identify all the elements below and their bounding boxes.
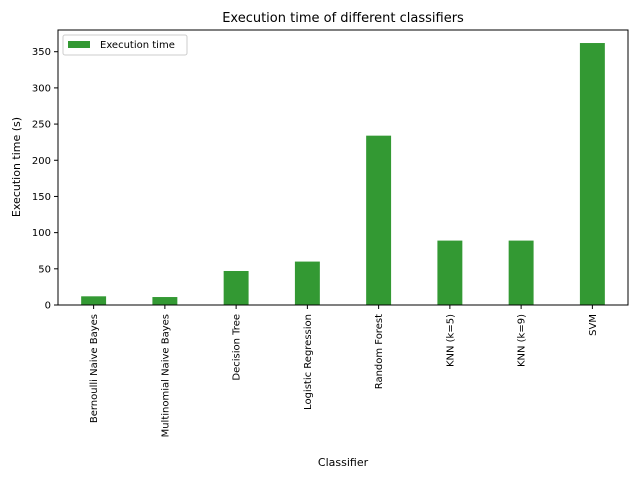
y-tick-label-0: 0	[45, 301, 51, 312]
legend-box	[62, 34, 188, 56]
x-tick-label-7: SVM	[588, 314, 599, 336]
plot-frame	[57, 29, 629, 306]
bar-0	[81, 296, 107, 305]
x-ticks: Bernoulli Naive Bayes Multinomial Naive B…	[89, 305, 599, 437]
x-tick-label-6: KNN (k=9)	[517, 314, 528, 367]
y-tick-label-2: 100	[32, 228, 51, 239]
bars-group	[81, 43, 605, 306]
bar-5	[437, 240, 463, 305]
bar-1	[152, 297, 178, 305]
x-tick-label-3: Logistic Regression	[303, 314, 314, 410]
chart-title: Execution time of different classifiers	[222, 11, 464, 26]
y-axis-label: Execution time (s)	[10, 117, 23, 217]
x-tick-label-5: KNN (k=5)	[445, 314, 456, 367]
y-tick-label-4: 200	[32, 156, 51, 167]
x-axis-label: Classifier	[318, 456, 369, 469]
bar-3	[294, 261, 320, 305]
x-tick-label-4: Random Forest	[374, 314, 385, 389]
x-tick-label-0: Bernoulli Naive Bayes	[89, 314, 100, 423]
x-tick-label-2: Decision Tree	[232, 314, 243, 381]
bar-4	[366, 135, 392, 305]
x-tick-label-1: Multinomial Naive Bayes	[160, 314, 171, 437]
y-tick-label-5: 250	[32, 120, 51, 131]
bar-7	[579, 43, 605, 306]
y-tick-label-3: 150	[32, 192, 51, 203]
y-tick-label-1: 50	[38, 264, 51, 275]
legend-label: Execution time	[100, 40, 175, 51]
bar-2	[223, 270, 249, 305]
y-ticks: 0 50 100 150 200 250 300 350	[32, 47, 58, 312]
bar-6	[508, 240, 534, 305]
legend: Execution time	[62, 34, 188, 56]
y-tick-label-7: 350	[32, 47, 51, 58]
legend-swatch	[68, 41, 90, 48]
y-tick-label-6: 300	[32, 83, 51, 94]
